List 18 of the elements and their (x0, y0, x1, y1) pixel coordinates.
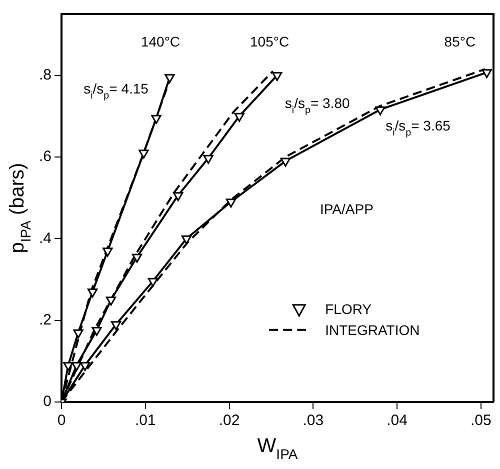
x-tick-label: .04 (386, 412, 408, 430)
y-tick-label: .8 (38, 66, 52, 84)
x-tick-label: .03 (302, 412, 324, 430)
x-tick-label: .02 (218, 412, 240, 430)
y-tick-label: .2 (38, 311, 52, 328)
legend-label: FLORY (325, 300, 372, 317)
x-tick-label: 0 (57, 412, 66, 430)
y-tick-label: .6 (38, 148, 52, 166)
annotation: 85°C (444, 34, 476, 50)
x-tick-label: .01 (134, 412, 156, 430)
annotation: 105°C (250, 34, 290, 50)
y-axis-title: pIPA (bars) (6, 162, 34, 254)
y-tick-label: .4 (38, 230, 52, 247)
y-tick-label: 0 (43, 393, 52, 410)
annotation: IPA/APP (320, 201, 374, 218)
annotation: 140°C (140, 34, 180, 50)
legend-label: INTEGRATION (325, 322, 420, 338)
x-tick-label: .05 (470, 412, 492, 430)
